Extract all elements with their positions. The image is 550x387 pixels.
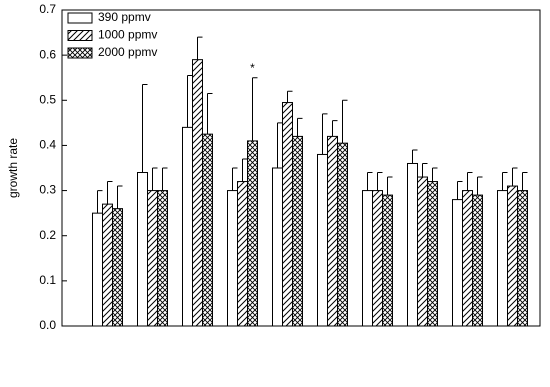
y-tick-label: 0.6 <box>39 47 56 61</box>
bar <box>192 59 203 327</box>
error-bar <box>162 167 168 191</box>
y-tick-label: 0.3 <box>39 183 56 197</box>
bar <box>112 208 123 327</box>
bar <box>382 194 393 327</box>
error-bar <box>422 162 428 178</box>
y-tick-label: 0.5 <box>39 92 56 106</box>
bar <box>157 190 168 327</box>
error-bar <box>252 77 258 141</box>
y-tick-label: 0.2 <box>39 228 56 242</box>
bar <box>417 176 428 327</box>
bar <box>282 102 293 327</box>
error-bar <box>502 172 508 191</box>
bar <box>202 133 213 327</box>
error-bar <box>277 122 283 168</box>
y-tick-label: 0.1 <box>39 273 56 287</box>
error-bar <box>432 167 438 182</box>
annotation: * <box>250 61 255 75</box>
legend-swatch <box>67 12 93 24</box>
legend-label: 390 ppmv <box>98 10 151 24</box>
error-bar <box>322 113 328 155</box>
error-bar <box>187 74 193 128</box>
bar <box>182 126 193 327</box>
legend-swatch <box>67 47 93 59</box>
error-bar <box>467 172 473 191</box>
bar <box>517 190 528 327</box>
error-bar <box>97 190 103 214</box>
legend-swatch <box>67 30 93 41</box>
bar <box>227 190 238 327</box>
error-bar <box>232 167 238 191</box>
error-bar <box>287 90 293 103</box>
error-bar <box>332 120 338 137</box>
bar <box>362 190 373 327</box>
bar <box>327 135 338 327</box>
bar <box>452 199 463 327</box>
error-bar <box>342 99 348 144</box>
error-bar <box>107 181 113 205</box>
y-tick-label: 0.7 <box>39 2 56 16</box>
legend-label: 2000 ppmv <box>98 45 157 59</box>
error-bar <box>117 185 123 209</box>
error-bar <box>377 172 383 191</box>
error-bar <box>152 167 158 191</box>
error-bar <box>297 117 303 137</box>
bar <box>92 212 103 327</box>
error-bar <box>207 93 213 135</box>
error-bar <box>142 83 148 173</box>
bar <box>317 153 328 327</box>
bar <box>497 190 508 327</box>
bar <box>407 162 418 327</box>
bar <box>237 181 248 327</box>
bar <box>102 203 113 327</box>
error-bar <box>512 167 518 187</box>
bar <box>137 172 148 327</box>
error-bar <box>242 158 248 182</box>
bar <box>427 181 438 327</box>
bar <box>247 140 258 327</box>
bar <box>147 190 158 327</box>
bar <box>292 135 303 327</box>
y-tick-label: 0.0 <box>39 318 56 332</box>
y-tick-label: 0.4 <box>39 138 56 152</box>
y-axis-label: growth rate <box>6 138 20 198</box>
error-bar <box>387 176 393 196</box>
bar <box>462 190 473 327</box>
legend-label: 1000 ppmv <box>98 28 157 42</box>
error-bar <box>197 36 203 60</box>
bar <box>507 185 518 327</box>
error-bar <box>522 172 528 191</box>
bar <box>472 194 483 327</box>
error-bar <box>367 172 373 191</box>
error-bar <box>477 176 483 196</box>
error-bar <box>457 181 463 200</box>
bar <box>372 190 383 327</box>
error-bar <box>412 149 418 164</box>
bar <box>272 167 283 327</box>
bar <box>337 142 348 327</box>
